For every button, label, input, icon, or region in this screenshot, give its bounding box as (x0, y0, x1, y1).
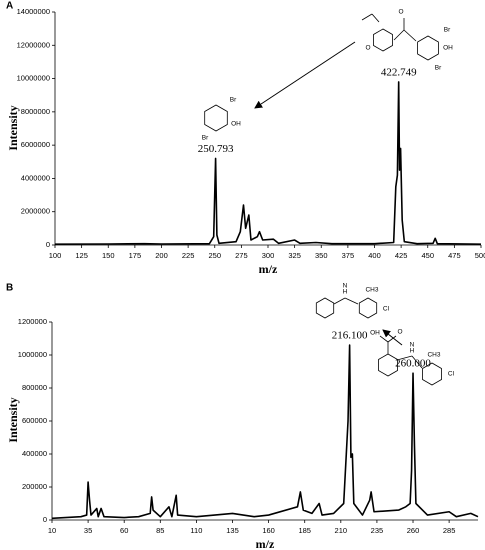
bond (344, 297, 359, 305)
x-axis-label: m/z (259, 262, 278, 276)
x-tick-label: 35 (84, 526, 92, 535)
x-tick-label: 500 (475, 251, 485, 260)
peak-label: 422.749 (381, 66, 417, 78)
spectrum-line (54, 81, 482, 245)
y-tick-label: 14000000 (17, 7, 50, 16)
y-tick-label: 10000000 (17, 74, 50, 83)
x-tick-label: 10 (48, 526, 56, 535)
x-tick-label: 260 (407, 526, 420, 535)
ring (373, 28, 393, 52)
y-tick-label: 400000 (22, 449, 47, 458)
y-tick-label: 200000 (22, 482, 47, 491)
structure-label: Br (230, 97, 237, 104)
x-tick-label: 275 (235, 251, 248, 260)
chart-panel: B 0 200000 400000 600000 800000 1000000 1200000… (6, 283, 479, 550)
structure-label: OH (370, 330, 380, 337)
structure-label: OH (443, 45, 453, 52)
panel-label: A (6, 1, 13, 12)
structure-label: N (410, 342, 415, 349)
structure-label: OH (231, 121, 241, 128)
x-tick-label: 175 (129, 251, 142, 260)
x-tick-label: 60 (120, 526, 128, 535)
structure-label: N (343, 283, 348, 290)
bond (333, 297, 346, 305)
x-tick-label: 285 (443, 526, 456, 535)
y-axis-label: Intensity (6, 105, 20, 150)
y-tick-label: 12000000 (17, 40, 50, 49)
x-tick-label: 475 (448, 251, 461, 260)
x-tick-label: 450 (421, 251, 434, 260)
y-tick-label: 4000000 (21, 173, 50, 182)
structure-label: O (365, 45, 370, 52)
y-tick-label: 600000 (22, 416, 47, 425)
structure-label: H (343, 289, 348, 296)
x-tick-label: 160 (262, 526, 275, 535)
structure-label: O (398, 9, 403, 16)
bond (403, 29, 417, 42)
x-tick-label: 225 (182, 251, 195, 260)
x-axis-label: m/z (256, 537, 275, 550)
x-tick-label: 200 (155, 251, 168, 260)
structure-label: CH3 (365, 287, 378, 294)
y-tick-label: 0 (43, 515, 47, 524)
bond (361, 13, 373, 21)
y-tick-label: 800000 (22, 383, 47, 392)
ring (358, 297, 378, 319)
structure-label: O (397, 329, 402, 336)
structure-label: Cl (448, 371, 455, 378)
x-tick-label: 100 (49, 251, 62, 260)
structure-label: H (410, 348, 415, 355)
y-tick-label: 0 (46, 240, 50, 249)
structure-label: Br (435, 65, 442, 72)
structure-label: Cl (383, 306, 390, 313)
x-tick-label: 210 (335, 526, 348, 535)
bond (371, 13, 380, 23)
x-tick-label: 185 (298, 526, 311, 535)
peak-label: 216.100 (332, 330, 368, 342)
x-tick-label: 85 (156, 526, 164, 535)
y-tick-label: 6000000 (21, 140, 50, 149)
x-tick-label: 400 (368, 251, 381, 260)
x-tick-label: 125 (75, 251, 88, 260)
bond (387, 335, 397, 343)
ring (204, 104, 228, 132)
structure-label: Br (202, 135, 209, 142)
x-tick-label: 250 (208, 251, 221, 260)
bond (393, 29, 405, 41)
peak-label: 260.000 (395, 358, 431, 370)
ring (422, 362, 442, 386)
x-tick-label: 425 (395, 251, 408, 260)
structure-label: CH3 (427, 352, 440, 359)
x-tick-label: 300 (262, 251, 275, 260)
chart-panel: A 0 2000000 4000000 6000000 8000000 10000000 12… (6, 1, 485, 276)
x-tick-label: 350 (315, 251, 328, 260)
arrow (382, 329, 403, 346)
y-tick-label: 2000000 (21, 207, 50, 216)
structure-label: Br (444, 27, 451, 34)
y-tick-label: 1000000 (18, 350, 47, 359)
x-tick-label: 375 (342, 251, 355, 260)
x-tick-label: 110 (190, 526, 202, 535)
panel-label: B (6, 283, 13, 294)
ring (315, 297, 335, 319)
x-tick-label: 135 (226, 526, 239, 535)
x-tick-label: 325 (288, 251, 301, 260)
ring (417, 35, 439, 61)
bond (396, 355, 413, 361)
y-tick-label: 1200000 (18, 317, 47, 326)
x-tick-label: 235 (371, 526, 384, 535)
peak-label: 250.793 (198, 143, 234, 155)
y-tick-label: 8000000 (21, 107, 50, 116)
arrow (254, 41, 356, 109)
bond (379, 335, 389, 343)
spectrum-line (51, 344, 479, 520)
y-axis-label: Intensity (6, 397, 20, 442)
bond (411, 355, 423, 369)
x-tick-label: 150 (102, 251, 115, 260)
